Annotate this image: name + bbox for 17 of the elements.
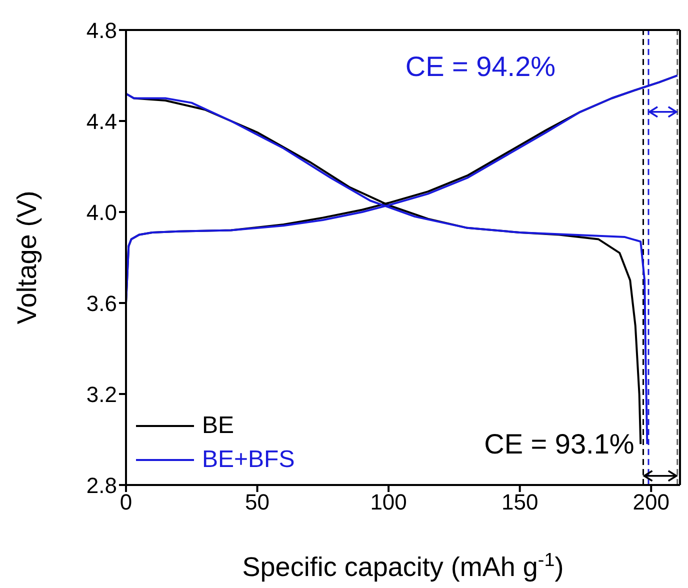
legend-label: BE+BFS bbox=[202, 446, 295, 474]
x-tick-label: 200 bbox=[632, 490, 670, 515]
x-tick-label: 0 bbox=[120, 490, 132, 515]
x-tick-label: 50 bbox=[245, 490, 270, 515]
x-axis-title: Specific capacity (mAh g$^{-1}$) bbox=[242, 550, 564, 582]
y-tick-label: 2.8 bbox=[86, 472, 117, 498]
y-tick-label: 3.6 bbox=[86, 290, 117, 316]
annotation: CE = 93.1% bbox=[484, 428, 634, 460]
annotation: CE = 94.2% bbox=[405, 51, 556, 82]
legend-label: BE bbox=[202, 412, 234, 440]
y-tick-label: 3.2 bbox=[86, 382, 117, 407]
y-axis-title: Voltage (V) bbox=[12, 190, 42, 324]
y-tick-label: 4.8 bbox=[86, 18, 117, 43]
x-tick-label: 100 bbox=[370, 490, 407, 515]
y-tick-label: 4.4 bbox=[86, 108, 117, 134]
y-tick-label: 4.0 bbox=[86, 200, 117, 225]
x-tick-label: 150 bbox=[501, 490, 538, 515]
